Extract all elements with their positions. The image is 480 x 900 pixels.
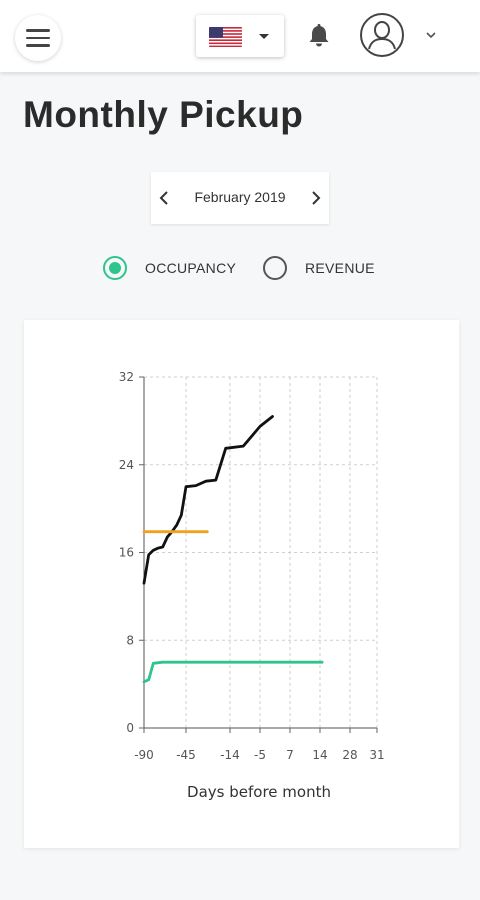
chart-grid <box>144 376 378 728</box>
x-tick-label: -45 <box>176 748 196 762</box>
metric-toggle: OCCUPANCY REVENUE <box>0 254 480 282</box>
pickup-chart: 0 8 16 24 32 -90 -45 -14 -5 7 14 28 31 Days before m… <box>119 370 385 801</box>
x-axis-label: Days before month <box>187 783 331 801</box>
bell-icon[interactable] <box>305 22 333 50</box>
chevron-down-icon <box>259 34 269 39</box>
language-selector[interactable] <box>196 15 284 57</box>
month-navigator: February 2019 <box>151 172 329 224</box>
user-avatar-icon[interactable] <box>359 12 405 58</box>
chart-lines <box>142 415 324 684</box>
chart-card: 0 8 16 24 32 -90 -45 -14 -5 7 14 28 31 Days before m… <box>24 320 459 848</box>
page-title: Monthly Pickup <box>23 94 304 135</box>
revenue-label[interactable]: REVENUE <box>305 260 375 276</box>
chevron-left-icon[interactable] <box>156 189 172 207</box>
chart-ticks: 0 8 16 24 32 -90 -45 -14 -5 7 14 28 31 <box>119 370 385 762</box>
chevron-right-icon[interactable] <box>308 189 324 207</box>
y-tick-label: 32 <box>119 370 134 384</box>
x-tick-label: 31 <box>369 748 384 762</box>
top-bar <box>0 0 480 72</box>
chevron-down-icon[interactable] <box>425 28 437 40</box>
hamburger-menu-icon[interactable] <box>15 15 61 61</box>
occupancy-radio[interactable] <box>103 256 127 280</box>
y-tick-label: 8 <box>126 633 134 647</box>
series-line-1 <box>142 415 274 585</box>
month-label: February 2019 <box>194 189 286 205</box>
y-tick-label: 16 <box>119 546 134 560</box>
x-tick-label: 28 <box>342 748 357 762</box>
us-flag-icon <box>209 27 242 47</box>
x-tick-label: 7 <box>286 748 294 762</box>
x-tick-label: -5 <box>254 748 266 762</box>
y-tick-label: 0 <box>126 721 134 735</box>
y-tick-label: 24 <box>119 458 134 472</box>
x-tick-label: -90 <box>134 748 154 762</box>
x-tick-label: -14 <box>220 748 240 762</box>
revenue-radio[interactable] <box>263 256 287 280</box>
occupancy-label[interactable]: OCCUPANCY <box>145 260 237 276</box>
x-tick-label: 14 <box>312 748 327 762</box>
series-line-3 <box>142 660 324 684</box>
